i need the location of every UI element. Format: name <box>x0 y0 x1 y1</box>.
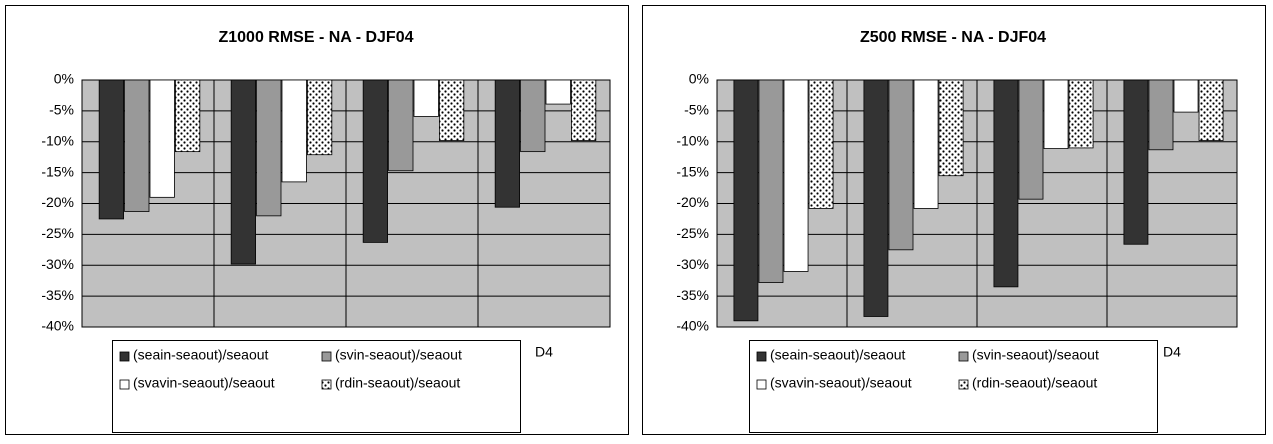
bar <box>783 79 809 272</box>
bar <box>1018 79 1044 200</box>
bar <box>149 79 175 198</box>
y-tick-label: -10% <box>41 132 74 148</box>
y-tick-label: -20% <box>41 194 74 210</box>
bar <box>175 79 201 153</box>
y-tick-label: -10% <box>676 132 709 148</box>
legend-box <box>112 340 521 433</box>
bar <box>733 79 759 322</box>
legend-label: (svin-seaout)/seaout <box>972 347 1099 363</box>
legend-swatch <box>119 379 130 390</box>
y-tick-label: -30% <box>676 256 709 272</box>
y-tick-label: -40% <box>676 318 709 334</box>
legend-label: (svin-seaout)/seaout <box>335 347 462 363</box>
legend-box <box>749 340 1158 433</box>
y-tick-label: -25% <box>41 225 74 241</box>
y-tick-label: -30% <box>41 256 74 272</box>
x-tick-label: D4 <box>1163 344 1181 360</box>
bar <box>256 79 282 217</box>
bar <box>1173 79 1199 113</box>
bar <box>1043 79 1069 149</box>
bar <box>863 79 889 317</box>
bar <box>545 79 571 105</box>
legend-swatch <box>958 351 969 362</box>
y-tick-label: -40% <box>41 318 74 334</box>
y-tick-label: -5% <box>49 102 74 118</box>
bar <box>571 79 597 141</box>
chart-panel: Z1000 RMSE - NA - DJF04 0% -5% -10% -15% -20%… <box>5 5 629 435</box>
bar <box>993 79 1019 288</box>
bar <box>439 79 465 141</box>
bar <box>307 79 333 156</box>
legend-label: (rdin-seaout)/seaout <box>335 375 460 391</box>
y-tick-label: -15% <box>41 163 74 179</box>
bar <box>230 79 256 265</box>
y-tick-label: -20% <box>676 194 709 210</box>
bar <box>281 79 307 183</box>
x-tick-label: D4 <box>535 344 553 360</box>
bar <box>520 79 546 153</box>
bar <box>758 79 784 283</box>
legend-label: (seain-seaout)/seaout <box>770 347 906 363</box>
y-tick-label: -35% <box>676 287 709 303</box>
bar <box>888 79 914 251</box>
y-tick-label: -5% <box>684 102 709 118</box>
bar <box>413 79 439 117</box>
bar <box>1123 79 1149 245</box>
bar <box>913 79 939 209</box>
legend-label: (seain-seaout)/seaout <box>133 347 269 363</box>
legend-swatch <box>321 379 332 390</box>
legend-swatch <box>321 351 332 362</box>
chart-panel: Z500 RMSE - NA - DJF04 0% -5% -10% -15% -20% -… <box>642 5 1266 435</box>
bar <box>98 79 124 220</box>
y-tick-label: -35% <box>41 287 74 303</box>
bar <box>1148 79 1174 151</box>
bar <box>1068 79 1094 149</box>
y-tick-label: -25% <box>676 225 709 241</box>
y-tick-label: -15% <box>676 163 709 179</box>
legend-swatch <box>119 351 130 362</box>
chart-title: Z1000 RMSE - NA - DJF04 <box>218 29 413 46</box>
bar <box>1198 79 1224 141</box>
legend-label: (rdin-seaout)/seaout <box>972 375 1097 391</box>
y-tick-label: 0% <box>54 71 74 87</box>
chart-title: Z500 RMSE - NA - DJF04 <box>860 29 1046 46</box>
bar <box>938 79 964 177</box>
bar <box>808 79 834 209</box>
bar <box>388 79 414 172</box>
legend-swatch <box>756 351 767 362</box>
bar <box>124 79 150 212</box>
legend-swatch <box>958 379 969 390</box>
legend-label: (svavin-seaout)/seaout <box>133 375 275 391</box>
legend-swatch <box>756 379 767 390</box>
bar <box>494 79 520 208</box>
y-tick-label: 0% <box>689 71 709 87</box>
bar <box>362 79 388 243</box>
legend-label: (svavin-seaout)/seaout <box>770 375 912 391</box>
